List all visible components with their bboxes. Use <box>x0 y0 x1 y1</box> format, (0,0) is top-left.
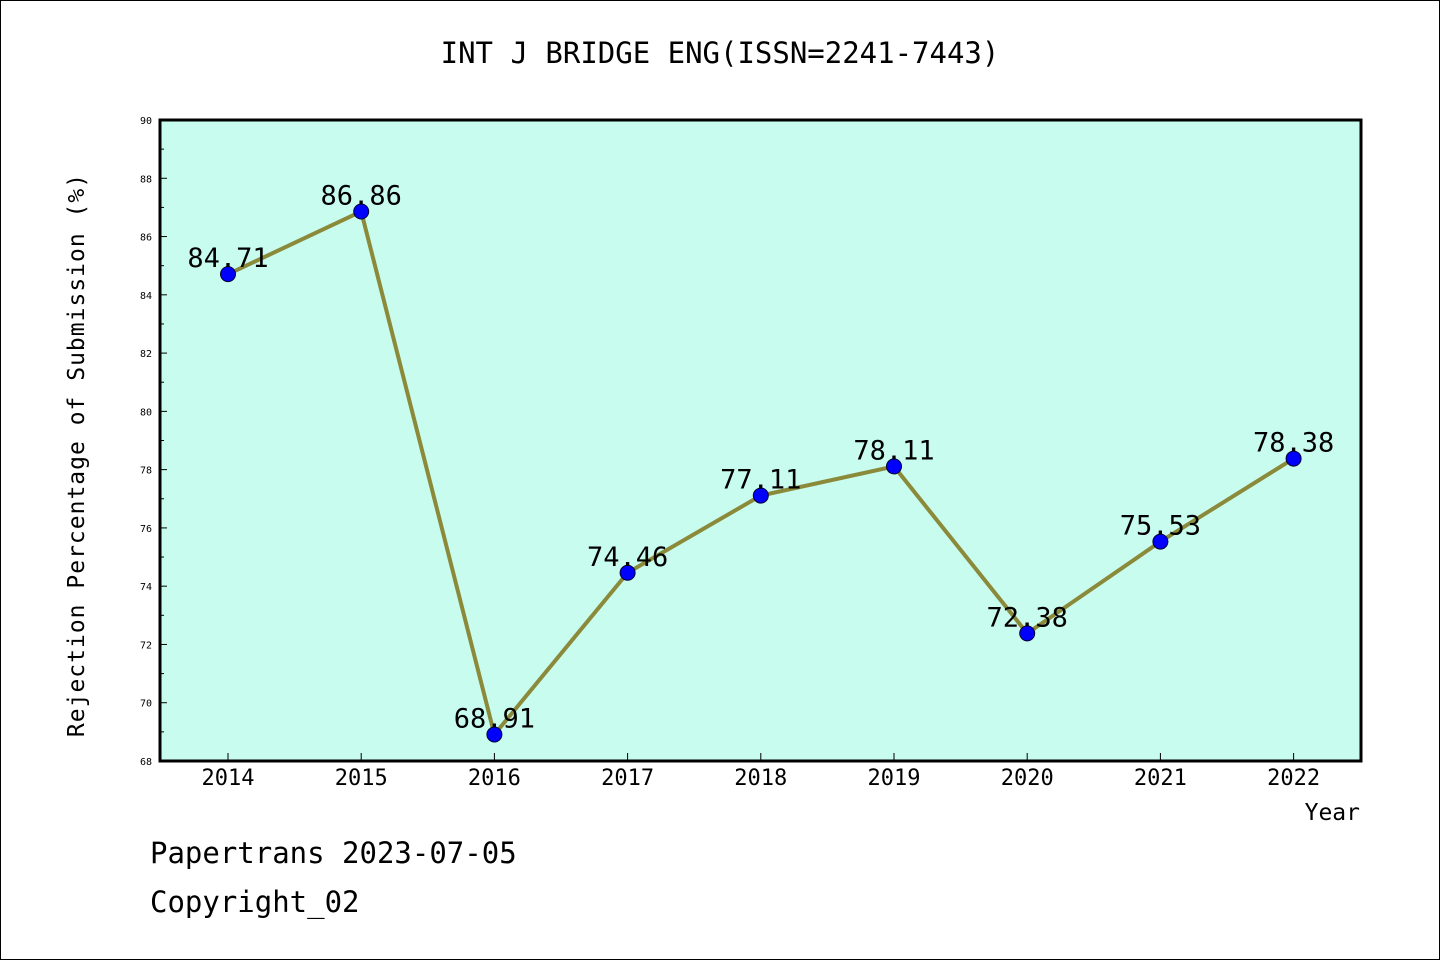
data-point <box>619 564 636 581</box>
x-tick-label: 2022 <box>1267 766 1320 791</box>
y-tick-label: 84 <box>140 291 152 302</box>
data-point <box>886 458 902 475</box>
y-axis-label: Rejection Percentage of Submission (%) <box>64 173 90 737</box>
y-tick-label: 68 <box>140 757 152 768</box>
x-tick-label: 2020 <box>1001 766 1054 791</box>
data-point <box>353 203 370 220</box>
x-tick-label: 2021 <box>1134 766 1187 791</box>
data-point <box>1285 450 1302 467</box>
chart-title: INT J BRIDGE ENG(ISSN=2241-7443) <box>440 36 1000 70</box>
plot-area <box>158 118 1363 763</box>
y-tick-label: 86 <box>140 233 152 244</box>
y-tick-label: 70 <box>140 699 152 710</box>
data-point <box>220 266 236 283</box>
data-label: 86.86 <box>321 180 402 211</box>
x-tick-label: 2014 <box>202 766 255 791</box>
data-label: 72.38 <box>987 602 1068 633</box>
data-label: 68.91 <box>454 703 535 734</box>
x-tick-label: 2016 <box>468 766 521 791</box>
x-axis: 2014 2015 2016 2017 2018 2019 2020 2021 2022 <box>202 753 1320 791</box>
y-tick-label: 76 <box>140 524 152 535</box>
data-point <box>1152 533 1169 550</box>
x-tick-label: 2018 <box>734 766 787 791</box>
data-label: 74.46 <box>587 542 668 573</box>
y-tick-label: 88 <box>140 174 152 185</box>
data-label: 77.11 <box>720 465 801 496</box>
y-tick-label: 78 <box>140 466 152 477</box>
y-tick-label: 90 <box>140 116 152 127</box>
x-tick-label: 2015 <box>335 766 388 791</box>
data-point <box>1019 625 1036 642</box>
x-tick-label: 2019 <box>868 766 921 791</box>
series-points-group <box>220 203 1302 743</box>
source-text: Papertrans 2023-07-05 <box>150 836 517 870</box>
data-label: 78.11 <box>853 435 934 466</box>
y-axis: 68 70 72 74 76 78 80 82 84 86 88 90 <box>140 116 167 768</box>
data-label: 84.71 <box>187 243 268 274</box>
data-point <box>752 487 769 504</box>
copyright-text: Copyright_02 <box>150 885 360 919</box>
data-labels-group: 84.71 86.86 68.91 74.46 77.11 78.11 72.38 75.53… <box>187 180 1334 734</box>
data-label: 78.38 <box>1253 428 1334 459</box>
y-tick-label: 82 <box>140 349 152 360</box>
y-tick-label: 72 <box>140 640 152 651</box>
y-tick-label: 80 <box>140 407 152 418</box>
x-tick-label: 2017 <box>601 766 654 791</box>
x-axis-label: Year <box>1305 800 1360 826</box>
y-tick-label: 74 <box>140 582 152 593</box>
data-point <box>486 726 503 743</box>
data-label: 75.53 <box>1120 511 1201 542</box>
